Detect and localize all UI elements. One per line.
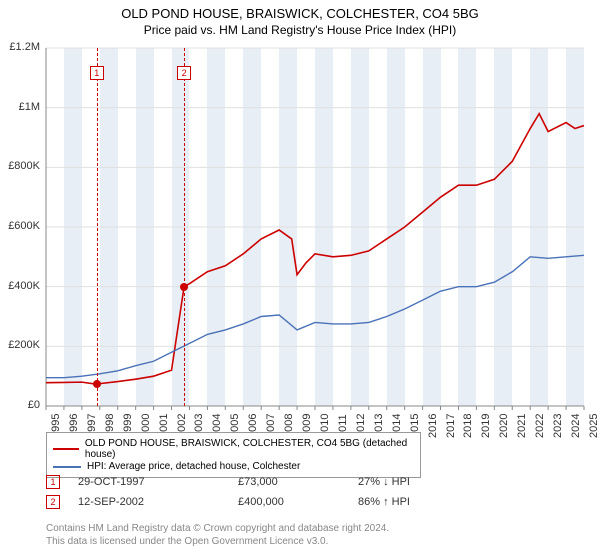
sales-row: 1 29-OCT-1997 £73,000 27% ↓ HPI <box>46 472 478 492</box>
y-tick-label: £1.2M <box>0 41 40 53</box>
sales-table: 1 29-OCT-1997 £73,000 27% ↓ HPI 2 12-SEP-2002… <box>46 472 478 512</box>
sale-marker-point <box>180 283 188 291</box>
sale-marker-box: 1 <box>90 66 104 80</box>
legend-row: OLD POND HOUSE, BRAISWICK, COLCHESTER, C… <box>53 438 414 460</box>
y-tick-label: £200K <box>0 339 40 351</box>
sales-row-price: £73,000 <box>238 476 318 488</box>
footer-line-2: This data is licensed under the Open Gov… <box>46 535 389 548</box>
sales-row-date: 29-OCT-1997 <box>78 476 198 488</box>
sales-row-marker: 1 <box>46 475 60 489</box>
x-tick-label: 2020 <box>498 414 510 438</box>
sale-marker-line <box>97 48 98 406</box>
sales-row-delta: 86% ↑ HPI <box>358 496 438 508</box>
sales-row-delta: 27% ↓ HPI <box>358 476 438 488</box>
x-tick-label: 2019 <box>480 414 492 438</box>
x-tick-label: 2024 <box>570 414 582 438</box>
x-tick-label: 2021 <box>516 414 528 438</box>
sales-row-price: £400,000 <box>238 496 318 508</box>
y-tick-label: £600K <box>0 220 40 232</box>
series-hpi <box>46 255 584 377</box>
y-tick-label: £1M <box>0 101 40 113</box>
sale-marker-box: 2 <box>177 66 191 80</box>
legend-row: HPI: Average price, detached house, Colc… <box>53 461 414 472</box>
sale-marker-point <box>93 380 101 388</box>
legend-label: OLD POND HOUSE, BRAISWICK, COLCHESTER, C… <box>85 438 414 460</box>
series-property <box>46 114 584 385</box>
y-tick-label: £0 <box>0 399 40 411</box>
y-tick-label: £400K <box>0 280 40 292</box>
x-tick-label: 2025 <box>588 414 600 438</box>
x-tick-label: 2016 <box>427 414 439 438</box>
sales-row: 2 12-SEP-2002 £400,000 86% ↑ HPI <box>46 492 478 512</box>
footer-text: Contains HM Land Registry data © Crown c… <box>46 522 389 548</box>
legend-swatch <box>53 448 79 450</box>
sales-row-marker: 2 <box>46 495 60 509</box>
chart-container: OLD POND HOUSE, BRAISWICK, COLCHESTER, C… <box>0 0 600 560</box>
y-tick-label: £800K <box>0 160 40 172</box>
legend-label: HPI: Average price, detached house, Colc… <box>87 461 300 472</box>
x-tick-label: 2022 <box>534 414 546 438</box>
sale-marker-line <box>184 48 185 406</box>
legend-swatch <box>53 466 81 468</box>
sales-row-date: 12-SEP-2002 <box>78 496 198 508</box>
x-tick-label: 2018 <box>462 414 474 438</box>
x-tick-label: 2017 <box>445 414 457 438</box>
x-tick-label: 2023 <box>552 414 564 438</box>
footer-line-1: Contains HM Land Registry data © Crown c… <box>46 522 389 535</box>
